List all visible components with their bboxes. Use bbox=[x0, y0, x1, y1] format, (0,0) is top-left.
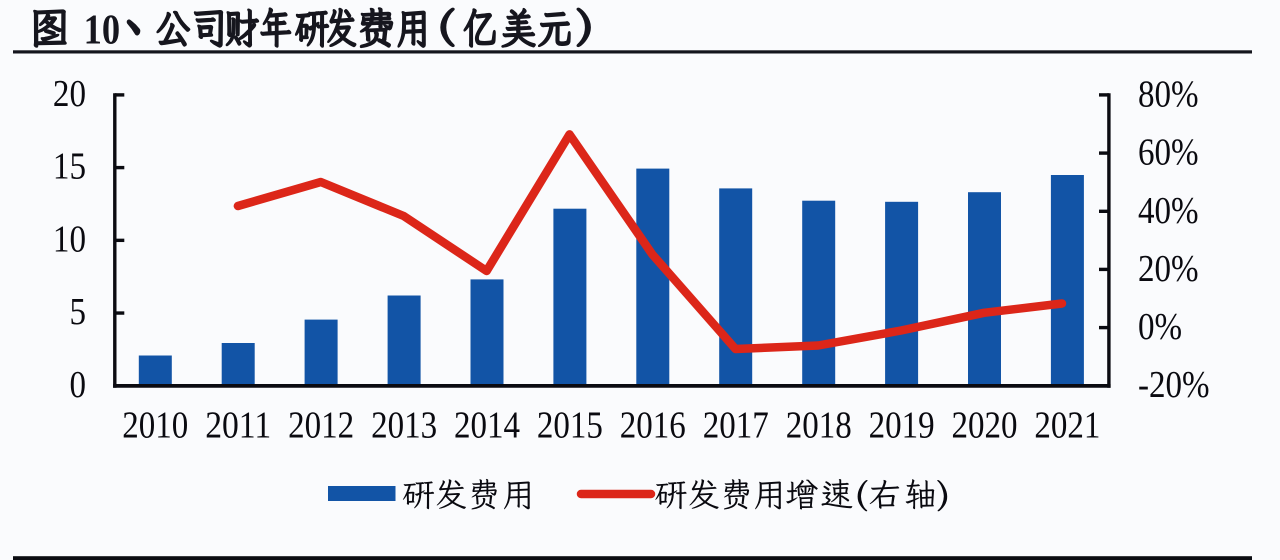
svg-text:20: 20 bbox=[53, 73, 86, 115]
svg-text:2018: 2018 bbox=[786, 404, 852, 446]
svg-text:40%: 40% bbox=[1138, 190, 1199, 232]
svg-text:2020: 2020 bbox=[952, 404, 1018, 446]
svg-text:2015: 2015 bbox=[537, 404, 603, 446]
svg-text:2013: 2013 bbox=[371, 404, 437, 446]
svg-text:60%: 60% bbox=[1138, 132, 1199, 174]
svg-text:2019: 2019 bbox=[869, 404, 935, 446]
svg-text:2012: 2012 bbox=[288, 404, 354, 446]
svg-text:0: 0 bbox=[70, 364, 87, 406]
svg-text:2016: 2016 bbox=[620, 404, 686, 446]
svg-text:10: 10 bbox=[53, 218, 86, 260]
svg-text:2010: 2010 bbox=[122, 404, 188, 446]
svg-text:80%: 80% bbox=[1138, 74, 1199, 116]
svg-text:10: 10 bbox=[84, 8, 121, 54]
svg-text:20%: 20% bbox=[1138, 248, 1199, 290]
svg-text:0%: 0% bbox=[1138, 306, 1182, 348]
svg-text:2017: 2017 bbox=[703, 404, 769, 446]
svg-text:-20%: -20% bbox=[1138, 364, 1210, 406]
svg-text:2014: 2014 bbox=[454, 404, 520, 446]
svg-text:2011: 2011 bbox=[205, 404, 271, 446]
svg-text:2021: 2021 bbox=[1034, 404, 1100, 446]
svg-text:15: 15 bbox=[53, 146, 86, 188]
svg-text:5: 5 bbox=[70, 291, 87, 333]
